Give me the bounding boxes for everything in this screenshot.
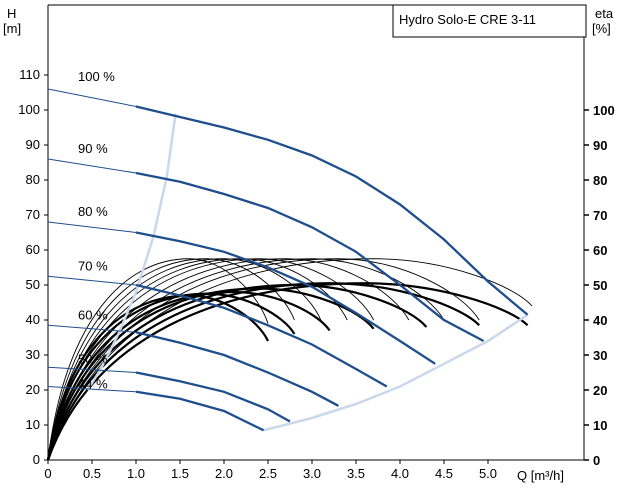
x-tick-label: 4.0 <box>391 466 409 481</box>
efficiency-curve-bold <box>46 283 428 461</box>
speed-curve-label: 50 % <box>78 351 108 366</box>
y-tick-label: 80 <box>26 172 40 187</box>
speed-curve-segment <box>47 275 137 286</box>
speed-curve <box>135 331 339 407</box>
y-tick-label: 10 <box>26 417 40 432</box>
y2-tick-label: 50 <box>593 278 607 293</box>
y-tick-label: 40 <box>26 312 40 327</box>
x-axis-label: Q [m³/h] <box>517 468 564 483</box>
speed-curve-label: 100 % <box>78 69 115 84</box>
y2-tick-label: 20 <box>593 383 607 398</box>
title-box-border <box>392 4 587 38</box>
y2-tick-label: 30 <box>593 348 607 363</box>
plot-frame <box>47 4 585 461</box>
y2-axis-label-line1: eta <box>595 6 614 21</box>
axis-ticks: 0 0.5 1.0 1.5 2.0 2.5 3.0 3.5 4.0 4.5 5.0 0 10 20 30 40… <box>18 67 614 481</box>
x-tick-label: 3.5 <box>347 466 365 481</box>
y-tick-label: 50 <box>26 277 40 292</box>
boundary-curves <box>86 113 529 432</box>
y-tick-label: 30 <box>26 347 40 362</box>
title-box: Hydro Solo-E CRE 3-11 <box>392 4 587 38</box>
chart-title: Hydro Solo-E CRE 3-11 <box>399 12 536 27</box>
y2-tick-label: 90 <box>593 138 607 153</box>
speed-curve <box>135 231 436 365</box>
speed-curve-segment <box>47 221 137 233</box>
speed-curve-label: 80 % <box>78 204 108 219</box>
efficiency-curve-bold <box>46 287 375 461</box>
y2-tick-label: 40 <box>593 313 607 328</box>
y2-tick-label: 10 <box>593 418 607 433</box>
y-axis-label-line1: H <box>7 6 16 21</box>
speed-curve-segment <box>47 158 137 174</box>
y2-axis-label-line2: [%] <box>592 21 611 36</box>
speed-curve <box>135 371 291 423</box>
speed-curve-segment <box>47 366 137 373</box>
x-tick-label: 1.5 <box>171 466 189 481</box>
efficiency-curve-bold <box>46 282 529 461</box>
y2-tick-label: 0 <box>593 453 600 468</box>
y2-tick-label: 100 <box>593 103 615 118</box>
speed-curve <box>135 390 265 432</box>
x-tick-label: 2.0 <box>215 466 233 481</box>
y-axis-label-line2: [m] <box>3 21 21 36</box>
speed-curve <box>135 171 485 343</box>
x-tick-label: 5.0 <box>479 466 497 481</box>
speed-curve <box>135 105 529 316</box>
x-tick-label: 4.5 <box>435 466 453 481</box>
y2-tick-label: 60 <box>593 243 607 258</box>
x-tick-label: 1.0 <box>127 466 145 481</box>
efficiency-curves <box>46 258 533 461</box>
min-flow-boundary <box>86 113 177 391</box>
y-tick-label: 70 <box>26 207 40 222</box>
y2-tick-label: 70 <box>593 208 607 223</box>
y-tick-label: 0 <box>33 452 40 467</box>
x-tick-label: 3.0 <box>303 466 321 481</box>
y-tick-label: 90 <box>26 137 40 152</box>
y-tick-label: 110 <box>19 67 40 82</box>
speed-curve-label: 70 % <box>78 258 108 273</box>
efficiency-curve-bold <box>46 282 480 461</box>
speed-curve-segment <box>47 324 137 333</box>
efficiency-curve <box>47 258 480 461</box>
y-tick-label: 60 <box>26 242 40 257</box>
speed-curve-labels: 100 % 90 % 80 % 70 % 60 % 50 % 44 % <box>78 69 115 392</box>
max-flow-boundary <box>263 313 529 432</box>
speed-curve <box>135 283 388 388</box>
speed-curve-label: 60 % <box>78 307 108 322</box>
y2-tick-label: 80 <box>593 173 607 188</box>
speed-curve-segment <box>47 88 137 107</box>
speed-curves <box>47 88 529 432</box>
y-tick-label: 20 <box>26 382 40 397</box>
x-tick-label: 0.5 <box>83 466 101 481</box>
speed-curve-label: 44 % <box>78 377 108 392</box>
x-tick-label: 2.5 <box>259 466 277 481</box>
x-tick-label: 0 <box>44 466 51 481</box>
speed-curve-label: 90 % <box>78 141 108 156</box>
y-tick-label: 100 <box>18 102 40 117</box>
speed-curve-segment <box>47 386 137 393</box>
